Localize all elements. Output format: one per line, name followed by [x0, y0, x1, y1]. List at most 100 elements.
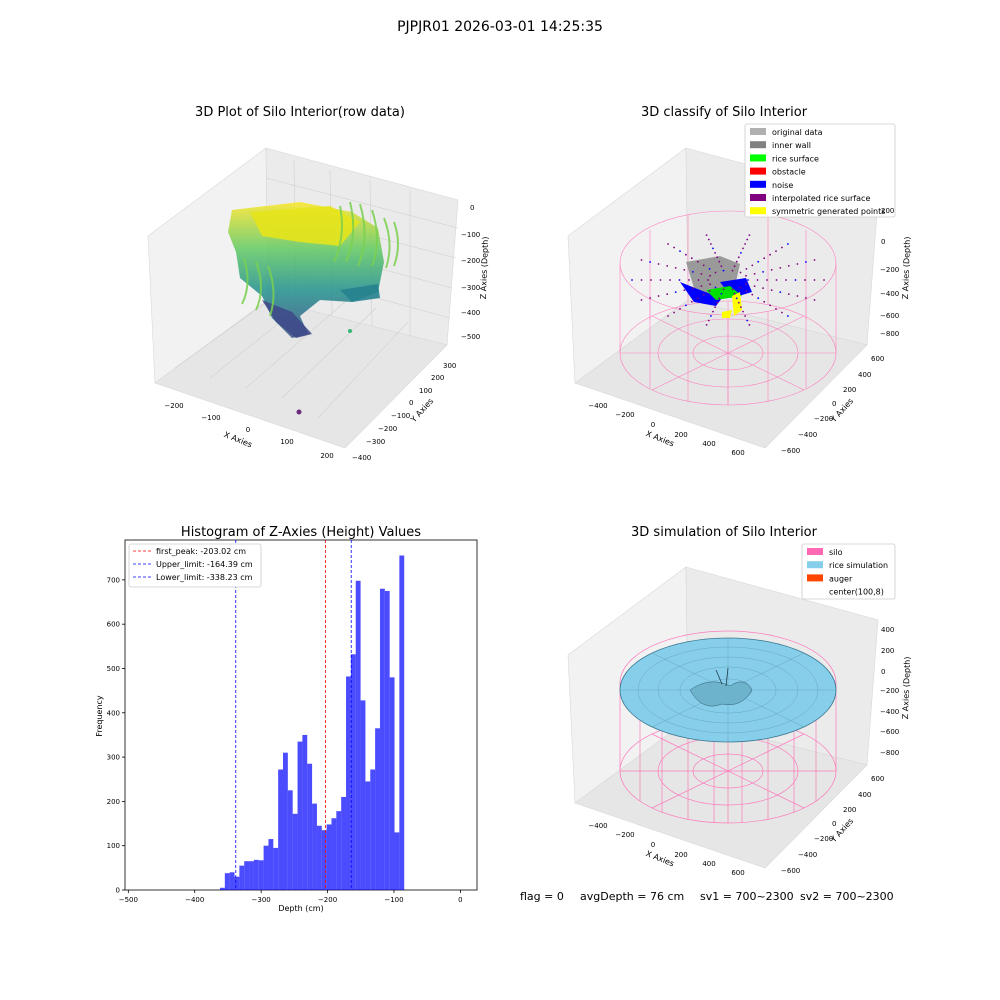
- surface-point: [674, 291, 677, 293]
- surface-point: [745, 283, 747, 286]
- legend-label: noise: [772, 181, 793, 190]
- y-tick-labels: 600 400 200 0 −200 −400 −600: [781, 775, 884, 875]
- y-tick-label: 400: [107, 709, 120, 717]
- z-tick-label: −800: [880, 749, 899, 757]
- surface-point: [747, 279, 749, 281]
- x-tick-labels: −400 −200 0 200 400 600: [588, 402, 744, 457]
- surface-point: [685, 304, 687, 307]
- surface-point: [763, 300, 766, 303]
- legend-label: Upper_limit: -164.39 cm: [156, 560, 253, 569]
- surface-point: [744, 243, 746, 245]
- surface-point: [718, 260, 721, 263]
- histogram-bar: [219, 887, 225, 890]
- panel-raw-title: 3D Plot of Silo Interior(row data): [195, 105, 405, 120]
- y-tick-label: 0: [832, 820, 836, 828]
- surface-point: [787, 265, 790, 267]
- histogram-bar: [224, 873, 230, 890]
- surface-point: [769, 304, 771, 307]
- status-flag: flag = 0: [520, 890, 564, 903]
- histogram-bar: [253, 859, 259, 890]
- surface-point: [740, 306, 742, 308]
- surface-point: [640, 279, 643, 281]
- x-tick-label: 0: [458, 896, 462, 904]
- histogram-bar: [297, 741, 303, 890]
- histogram-bar: [229, 872, 235, 890]
- y-tick-label: −200: [378, 425, 397, 433]
- surface-point: [673, 246, 675, 249]
- z-tick-label: 0: [881, 668, 885, 676]
- surface-point: [710, 315, 712, 317]
- legend-box: [801, 543, 896, 600]
- y-tick-label: 600: [871, 775, 884, 783]
- surface-point: [700, 273, 703, 275]
- y-tick-label: 200: [107, 798, 120, 806]
- legend-swatch: [807, 548, 823, 555]
- legend-label: obstacle: [772, 168, 806, 177]
- legend-label: center(100,8): [829, 588, 884, 597]
- surface-point: [674, 267, 677, 269]
- pane-floor: [154, 299, 448, 449]
- surface-point: [710, 243, 712, 245]
- z-tick-labels: 0 −100 −200 −300 −400 −500: [461, 204, 480, 341]
- histogram-bar: [283, 752, 288, 890]
- x-ticks: −500 −400 −300 −200 −100 0: [119, 890, 463, 904]
- surface-point: [683, 269, 686, 271]
- x-tick-label: 200: [674, 431, 687, 439]
- panel-simulation: 3D simulation of Silo Interior: [567, 525, 912, 877]
- surface-point: [735, 297, 738, 300]
- legend-label: interpolated rice surface: [772, 194, 870, 203]
- surface-point: [739, 286, 742, 289]
- surface-point: [714, 252, 716, 254]
- surface-point: [735, 260, 738, 263]
- legend-label: original data: [772, 128, 823, 137]
- pane-floor: [574, 299, 868, 449]
- histogram-bar: [273, 847, 279, 890]
- legend-swatch: [807, 574, 823, 582]
- y-axis-label: Frequency: [95, 695, 104, 737]
- surface-point: [753, 285, 756, 287]
- surface-point: [779, 291, 782, 293]
- histogram-bar: [321, 830, 327, 890]
- histogram-bar: [287, 790, 293, 890]
- x-tick-label: −200: [615, 831, 634, 839]
- surface-point: [775, 308, 777, 310]
- legend-swatch: [807, 561, 823, 569]
- legend-swatch: [750, 194, 766, 201]
- figure-title: PJPJR01 2026-03-01 14:25:35: [397, 19, 603, 35]
- surface-point: [731, 288, 734, 291]
- surface-point: [657, 263, 660, 265]
- x-tick-label: −400: [588, 402, 607, 410]
- histogram-bar: [292, 813, 298, 890]
- y-tick-label: −400: [352, 454, 371, 462]
- x-tick-labels: −200 −100 0 100 200: [164, 402, 333, 460]
- surface-point: [769, 253, 771, 256]
- z-tick-label: 200: [881, 207, 894, 215]
- raw-point-streaks: [241, 201, 399, 317]
- surface-point: [751, 264, 754, 267]
- histogram-bar: [234, 876, 240, 890]
- y-tick-label: 300: [443, 362, 456, 370]
- outlier-point: [296, 409, 302, 415]
- surface-point: [673, 311, 675, 314]
- surface-point: [697, 279, 700, 281]
- surface-point: [631, 279, 633, 281]
- surface-point: [709, 274, 711, 277]
- x-tick-label: 600: [731, 869, 744, 877]
- surface-point: [720, 292, 723, 295]
- y-tick-label: 400: [858, 791, 871, 799]
- surface-point: [690, 300, 693, 303]
- x-axis-label: Depth (cm): [278, 904, 323, 913]
- y-tick-label: −600: [781, 447, 800, 455]
- histogram-legend: first_peak: -203.02 cm Upper_limit: -164.…: [128, 543, 262, 588]
- y-tick-label: 100: [419, 387, 432, 395]
- histogram-bar: [316, 825, 322, 890]
- outlier-point: [348, 329, 352, 333]
- surface-point: [781, 311, 783, 314]
- y-tick-label: 200: [843, 386, 856, 394]
- x-tick-label: 600: [731, 449, 744, 457]
- histogram-bar: [379, 588, 385, 890]
- surface-point: [745, 290, 748, 292]
- surface-point: [748, 324, 751, 326]
- surface-point: [716, 256, 719, 259]
